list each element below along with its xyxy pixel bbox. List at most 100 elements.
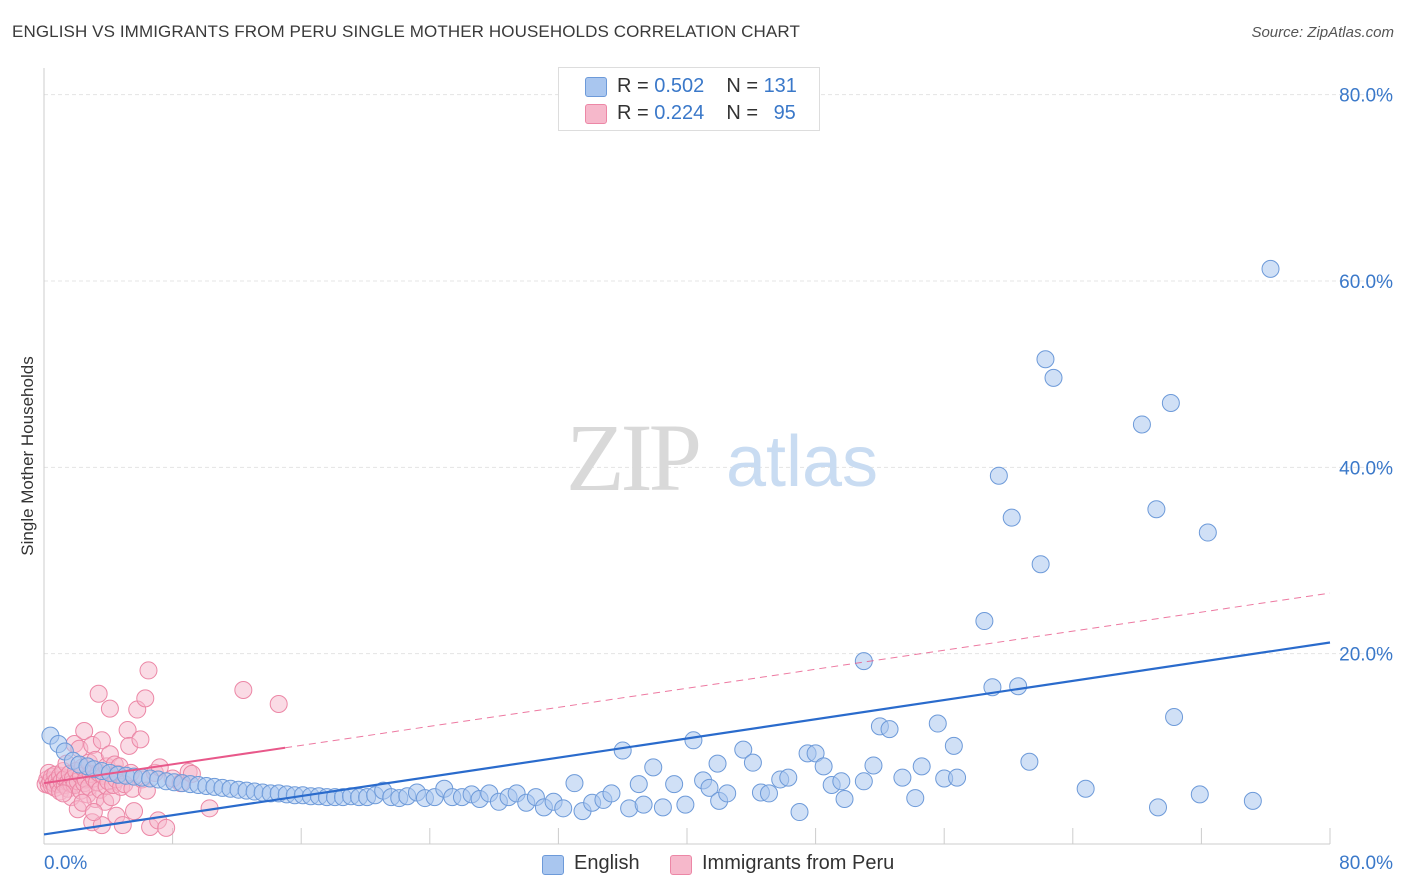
peru-point-91 xyxy=(269,694,288,713)
english-n-label: N = xyxy=(726,75,764,97)
y-tick-label-1: 40.0% xyxy=(1339,458,1393,479)
english-point-90 xyxy=(806,744,825,763)
peru-point-51 xyxy=(92,731,111,750)
english-legend-swatch xyxy=(542,855,564,875)
english-point-121 xyxy=(1165,708,1184,727)
english-point-72 xyxy=(644,758,663,777)
english-point-125 xyxy=(1261,259,1280,278)
y-tick-label-3: 80.0% xyxy=(1339,86,1393,107)
peru-point-58 xyxy=(100,699,119,718)
peru-point-90 xyxy=(234,680,253,699)
peru-point-35 xyxy=(75,721,94,740)
tick-labels: 20.0% 40.0% 60.0% 80.0% 0.0% 80.0% xyxy=(44,86,1393,874)
english-point-97 xyxy=(864,756,883,775)
english-point-79 xyxy=(708,754,727,773)
peru-point-92 xyxy=(54,784,73,803)
english-point-93 xyxy=(832,772,851,791)
english-point-112 xyxy=(1020,752,1039,771)
english-point-75 xyxy=(676,795,695,814)
x-tick-label-1: 80.0% xyxy=(1339,853,1393,874)
y-tick-label-2: 60.0% xyxy=(1339,272,1393,293)
english-point-110 xyxy=(1002,508,1021,527)
peru-n-value: 95 xyxy=(773,102,796,124)
english-point-103 xyxy=(928,714,947,733)
english-point-81 xyxy=(718,784,737,803)
peru-trend-extension xyxy=(285,592,1331,749)
peru-point-94 xyxy=(84,803,103,822)
axes xyxy=(43,68,1331,845)
correlation-legend: R = 0.502 N = 131 R = 0.224 N = 95 xyxy=(558,67,820,131)
peru-point-75 xyxy=(131,730,150,749)
english-point-91 xyxy=(814,757,833,776)
peru-point-47 xyxy=(89,684,108,703)
english-point-67 xyxy=(602,784,621,803)
peru-r-label: R = xyxy=(617,102,655,124)
english-point-76 xyxy=(684,731,703,750)
english-point-87 xyxy=(779,768,798,787)
english-point-115 xyxy=(1044,368,1063,387)
english-point-107 xyxy=(975,612,994,631)
english-point-88 xyxy=(790,803,809,822)
english-point-68 xyxy=(613,741,632,760)
english-point-71 xyxy=(634,795,653,814)
english-point-62 xyxy=(554,799,573,818)
english-point-120 xyxy=(1161,394,1180,413)
series-legend: English Immigrants from Peru xyxy=(0,850,1406,878)
watermark-atlas: atlas xyxy=(726,422,878,502)
peru-point-79 xyxy=(139,661,158,680)
english-trend-line xyxy=(43,641,1331,836)
peru-point-73 xyxy=(125,802,144,821)
english-point-109 xyxy=(989,466,1008,485)
watermark-zip: ZIP xyxy=(566,404,699,511)
english-point-116 xyxy=(1076,779,1095,798)
y-tick-label-0: 20.0% xyxy=(1339,645,1393,666)
english-point-123 xyxy=(1198,523,1217,542)
source-credit: Source: ZipAtlas.com xyxy=(1251,24,1394,41)
grid-lines xyxy=(44,94,1392,655)
x-tick-label-0: 0.0% xyxy=(44,853,87,874)
english-point-82 xyxy=(734,740,753,759)
english-n-value: 131 xyxy=(763,75,797,97)
english-point-102 xyxy=(912,757,931,776)
english-point-63 xyxy=(565,774,584,793)
english-point-119 xyxy=(1148,798,1167,817)
english-point-78 xyxy=(700,778,719,797)
peru-n-label: N = xyxy=(726,102,764,124)
english-point-106 xyxy=(948,768,967,787)
peru-swatch xyxy=(585,104,607,124)
english-swatch xyxy=(585,77,607,97)
peru-r-value: 0.224 xyxy=(654,102,705,124)
english-point-83 xyxy=(743,753,762,772)
english-point-96 xyxy=(854,772,873,791)
english-point-117 xyxy=(1132,415,1151,434)
english-point-85 xyxy=(759,784,778,803)
english-point-94 xyxy=(835,790,854,809)
english-point-70 xyxy=(629,775,648,794)
english-point-118 xyxy=(1147,500,1166,519)
english-point-105 xyxy=(944,736,963,755)
english-legend-label: English xyxy=(574,852,640,874)
english-point-99 xyxy=(880,720,899,739)
english-point-124 xyxy=(1243,791,1262,810)
peru-point-67 xyxy=(113,816,132,835)
english-r-label: R = xyxy=(617,75,655,97)
trend-lines xyxy=(43,592,1331,836)
english-point-122 xyxy=(1190,785,1209,804)
series-peru-points xyxy=(36,661,288,837)
english-point-114 xyxy=(1036,350,1055,369)
peru-legend-swatch xyxy=(670,855,692,875)
english-point-74 xyxy=(665,775,684,794)
peru-trend-line xyxy=(43,746,286,785)
english-point-101 xyxy=(906,789,925,808)
chart-title: ENGLISH VS IMMIGRANTS FROM PERU SINGLE M… xyxy=(12,22,800,41)
english-point-73 xyxy=(653,798,672,817)
series-english-points xyxy=(41,259,1280,822)
english-point-113 xyxy=(1031,555,1050,574)
english-point-111 xyxy=(1009,677,1028,696)
watermark: ZIP atlas xyxy=(566,404,878,511)
english-point-100 xyxy=(893,768,912,787)
english-r-value: 0.502 xyxy=(654,75,705,97)
peru-point-84 xyxy=(157,818,176,837)
peru-point-77 xyxy=(136,689,155,708)
